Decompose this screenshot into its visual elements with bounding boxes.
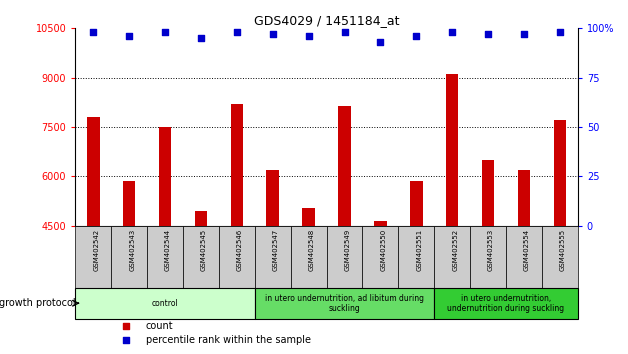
Bar [75,288,255,319]
Bar [374,221,387,226]
Bar [255,226,291,288]
Text: GSM402549: GSM402549 [345,229,350,271]
Text: GSM402551: GSM402551 [416,229,422,271]
Point [268,32,278,37]
Text: count: count [146,321,173,331]
Point [89,29,99,35]
Bar [553,120,566,226]
Text: GSM402553: GSM402553 [488,229,494,271]
Bar [75,226,111,288]
Bar [111,226,147,288]
Text: in utero undernutrition,
undernutrition during suckling: in utero undernutrition, undernutrition … [447,293,565,313]
Bar [446,74,458,226]
Point [121,337,131,343]
Bar [362,226,398,288]
Point [340,29,350,35]
Point [160,29,170,35]
Point [124,33,134,39]
Bar [470,226,506,288]
Point [303,33,313,39]
Title: GDS4029 / 1451184_at: GDS4029 / 1451184_at [254,14,399,27]
Point [232,29,242,35]
Bar [266,170,279,226]
Bar [482,160,494,226]
Point [411,33,421,39]
Bar [410,181,423,226]
Text: GSM402547: GSM402547 [273,229,279,271]
Point [196,35,206,41]
Bar [159,127,171,226]
Text: GSM402555: GSM402555 [560,229,566,271]
Bar [434,226,470,288]
Point [447,29,457,35]
Bar [506,226,542,288]
Text: GSM402545: GSM402545 [201,229,207,271]
Point [519,32,529,37]
Bar [302,207,315,226]
Bar [147,226,183,288]
Bar [291,226,327,288]
Text: GSM402550: GSM402550 [381,229,386,271]
Bar [195,211,207,226]
Point [483,32,493,37]
Text: GSM402554: GSM402554 [524,229,530,271]
Bar [338,105,351,226]
Point [121,323,131,329]
Text: percentile rank within the sample: percentile rank within the sample [146,335,311,345]
Bar [517,170,530,226]
Text: in utero undernutrition, ad libitum during
suckling: in utero undernutrition, ad libitum duri… [265,293,424,313]
Text: GSM402543: GSM402543 [129,229,135,271]
Text: GSM402546: GSM402546 [237,229,243,271]
Bar [542,226,578,288]
Bar [230,104,243,226]
Text: control: control [152,299,178,308]
Bar [434,288,578,319]
Bar [327,226,362,288]
Point [376,39,386,45]
Text: GSM402544: GSM402544 [165,229,171,271]
Bar [219,226,255,288]
Text: GSM402552: GSM402552 [452,229,458,271]
Bar [398,226,434,288]
Bar [255,288,434,319]
Bar [123,181,136,226]
Bar [87,117,100,226]
Point [555,29,565,35]
Text: growth protocol: growth protocol [0,298,75,308]
Text: GSM402542: GSM402542 [94,229,99,271]
Text: GSM402548: GSM402548 [308,229,315,271]
Bar [183,226,219,288]
